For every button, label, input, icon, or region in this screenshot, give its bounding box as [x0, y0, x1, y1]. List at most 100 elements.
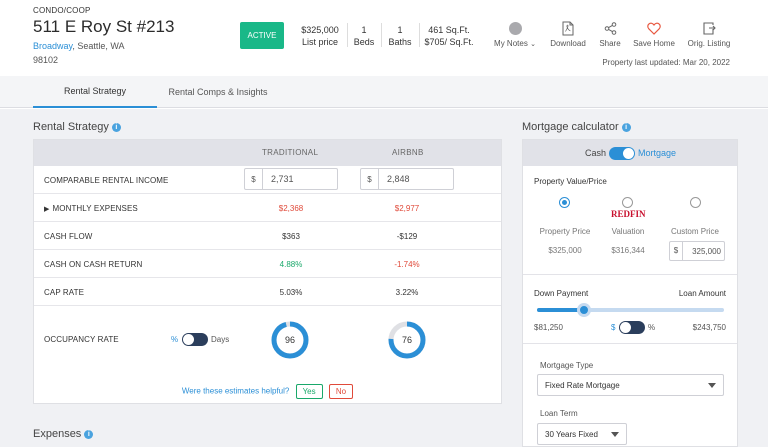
share-button[interactable]: Share	[594, 20, 626, 48]
property-address: 511 E Roy St #213	[33, 17, 175, 36]
mortgage-type-label: Mortgage Type	[540, 361, 594, 370]
city-state: , Seattle, WA	[72, 41, 125, 51]
divider	[347, 23, 348, 47]
redfin-logo: REDFIN	[611, 209, 646, 219]
custom-price-input[interactable]: $ 325,000	[669, 241, 725, 261]
airbnb-income-input[interactable]: $ 2,848	[360, 168, 454, 190]
divider	[381, 23, 382, 47]
airbnb-expenses: $2,977	[394, 204, 420, 213]
custom-price-radio[interactable]	[690, 197, 701, 208]
feedback-no-button[interactable]: No	[328, 384, 354, 399]
caret-right-icon: ▶	[44, 206, 50, 213]
loan-term-value: 30 Years Fixed	[545, 430, 598, 439]
mortgage-type-select[interactable]: Fixed Rate Mortgage	[537, 374, 724, 396]
airbnb-occupancy-donut: 76	[388, 321, 426, 359]
airbnb-occupancy-value: 76	[402, 335, 412, 345]
table-row[interactable]: ▶ MONTHLY EXPENSES $2,368 $2,977	[34, 194, 501, 222]
unit-days-label: Days	[211, 335, 230, 344]
col-airbnb: AIRBNB	[392, 148, 424, 157]
save-home-button[interactable]: Save Home	[630, 20, 678, 48]
mortgage-calculator: Cash Mortgage Property Value/Price REDFI…	[522, 139, 738, 447]
info-icon[interactable]: i	[111, 123, 121, 132]
down-payment-slider-handle[interactable]	[576, 303, 591, 317]
loan-term-select[interactable]: 30 Years Fixed	[537, 423, 627, 445]
divider	[419, 23, 420, 47]
down-payment-slider-track[interactable]	[537, 303, 724, 317]
traditional-cap-rate: 5.03%	[279, 288, 303, 297]
last-updated: Property last updated: Mar 20, 2022	[602, 58, 730, 67]
unit-dollar-label: $	[611, 323, 616, 332]
feedback-prompt: Were these estimates helpful? Yes No	[33, 384, 502, 399]
unit-percent-label: %	[648, 323, 656, 332]
financing-toggle-bar: Cash Mortgage	[523, 140, 737, 166]
occupancy-unit-toggle[interactable]	[182, 333, 208, 346]
tab-rental-strategy[interactable]: Rental Strategy	[33, 76, 157, 108]
table-row: CASH ON CASH RETURN 4.88% -1.74%	[34, 250, 501, 278]
property-type: CONDO/COOP	[33, 6, 91, 15]
row-label-occupancy: OCCUPANCY RATE	[44, 335, 119, 344]
custom-price-option-label: Custom Price	[670, 227, 719, 236]
table-row: OCCUPANCY RATE % Days 96 76	[34, 306, 501, 376]
unit-percent-label: %	[171, 335, 179, 344]
original-listing-label: Orig. Listing	[687, 39, 731, 48]
chevron-down-icon	[611, 432, 619, 437]
share-icon	[604, 21, 616, 35]
custom-price-value: 325,000	[692, 247, 721, 256]
mortgage-calculator-title-text: Mortgage calculator	[522, 121, 619, 133]
download-button[interactable]: Download	[546, 20, 590, 48]
my-notes-button[interactable]: My Notes ⌄	[490, 20, 540, 48]
mortgage-calculator-title: Mortgage calculator i	[522, 121, 631, 133]
share-label: Share	[599, 39, 621, 48]
traditional-income-input[interactable]: $ 2,731	[244, 168, 338, 190]
property-price-value: $325,000	[548, 246, 582, 255]
mortgage-label: Mortgage	[638, 148, 677, 158]
rental-strategy-table: TRADITIONAL AIRBNB COMPARABLE RENTAL INC…	[33, 139, 502, 404]
traditional-cash-flow: $363	[282, 232, 300, 241]
airbnb-coc: -1.74%	[394, 260, 420, 269]
cash-mortgage-toggle[interactable]	[609, 147, 635, 160]
divider	[523, 343, 737, 344]
save-home-label: Save Home	[633, 39, 675, 48]
list-price-stat: $325,000 List price	[297, 24, 343, 48]
divider	[523, 274, 737, 275]
table-row: COMPARABLE RENTAL INCOME $ 2,731 $ 2,848	[34, 166, 501, 194]
monthly-expenses-toggle[interactable]: ▶ MONTHLY EXPENSES	[44, 204, 138, 213]
redfin-valuation-radio[interactable]	[622, 197, 633, 208]
traditional-coc: 4.88%	[279, 260, 303, 269]
down-payment-unit-toggle[interactable]	[619, 321, 645, 334]
tab-rental-comps[interactable]: Rental Comps & Insights	[168, 87, 268, 97]
feedback-yes-button[interactable]: Yes	[295, 384, 323, 399]
traditional-income-value: 2,731	[271, 174, 294, 184]
airbnb-cap-rate: 3.22%	[395, 288, 419, 297]
loan-amount-value: $243,750	[692, 323, 726, 332]
down-payment-slider-fill	[537, 308, 584, 312]
redfin-valuation-option-label: Valuation	[611, 227, 645, 236]
expenses-title: Expenses i	[33, 428, 94, 440]
redfin-valuation-value: $316,344	[611, 246, 645, 255]
beds-label: Beds	[353, 37, 375, 47]
toggle-knob	[623, 148, 634, 159]
loan-term-label: Loan Term	[540, 409, 578, 418]
original-listing-button[interactable]: Orig. Listing	[685, 20, 733, 48]
heart-icon	[647, 22, 661, 35]
currency-prefix: $	[670, 242, 683, 260]
beds-stat: 1 Beds	[352, 24, 376, 48]
row-label-coc: CASH ON CASH RETURN	[44, 260, 143, 269]
property-price-radio[interactable]	[559, 197, 570, 208]
baths-value: 1	[397, 25, 403, 35]
mortgage-type-value: Fixed Rate Mortgage	[545, 381, 620, 390]
chevron-down-icon: ⌄	[530, 41, 536, 48]
external-link-icon	[702, 21, 716, 35]
table-row: CASH FLOW $363 -$129	[34, 222, 501, 250]
traditional-occupancy-donut: 96	[271, 321, 309, 359]
property-price-option-label: Property Price	[539, 227, 591, 236]
info-icon[interactable]: i	[621, 123, 631, 132]
pdf-download-icon	[562, 21, 574, 35]
table-header: TRADITIONAL AIRBNB	[34, 140, 501, 166]
beds-value: 1	[361, 25, 367, 35]
list-price-value: $325,000	[301, 25, 339, 35]
status-badge: ACTIVE	[240, 22, 284, 49]
info-icon[interactable]: i	[84, 430, 94, 439]
neighborhood-link[interactable]: Broadway	[33, 41, 73, 51]
baths-label: Baths	[388, 37, 412, 47]
